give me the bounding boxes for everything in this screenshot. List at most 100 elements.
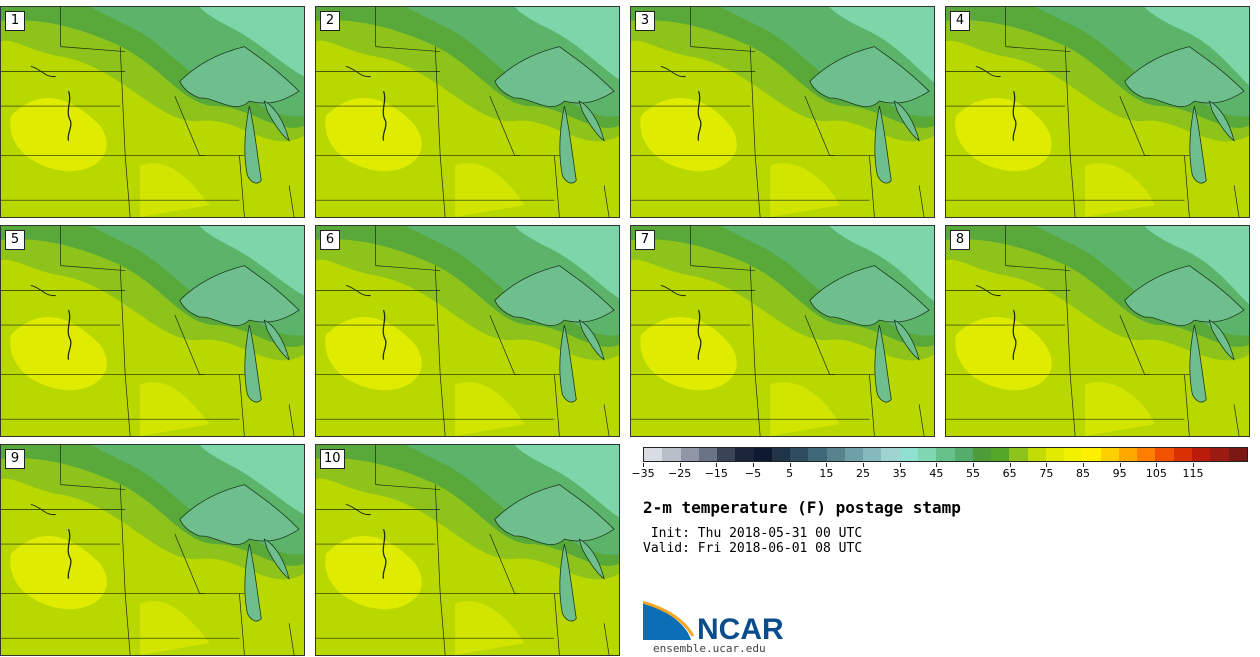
- colorbar-swatch: [753, 448, 772, 461]
- great-lakes: [494, 46, 615, 107]
- state-border: [375, 265, 441, 271]
- colorbar: [643, 447, 1248, 462]
- river: [30, 503, 56, 516]
- state-border: [119, 484, 126, 594]
- colorbar-swatch: [680, 448, 699, 461]
- coolest-region: [199, 7, 304, 77]
- colorbar-ticks: −35 −25 −15 −5 5 15 25 35 45 55 65 75 85 95 105 115: [631, 463, 1248, 483]
- state-border: [804, 96, 831, 156]
- river: [697, 90, 702, 141]
- lake-huron: [893, 319, 920, 361]
- state-border: [174, 96, 201, 156]
- state-border: [869, 155, 875, 217]
- state-border: [918, 185, 925, 217]
- colorbar-swatch: [1082, 448, 1101, 461]
- hot-region: [140, 382, 210, 436]
- tick-label: 55: [966, 467, 980, 480]
- state-border: [174, 534, 201, 594]
- panel-label: 9: [5, 449, 25, 469]
- state-border: [1069, 155, 1076, 217]
- lake-huron: [578, 538, 605, 580]
- coolest-region: [1144, 7, 1249, 86]
- lake-huron: [578, 100, 605, 142]
- state-border: [288, 404, 295, 436]
- tick-label: 115: [1182, 467, 1204, 480]
- state-border: [1233, 185, 1240, 217]
- river: [67, 528, 72, 579]
- tick-mark: [716, 463, 718, 467]
- state-border: [119, 46, 126, 156]
- lake-michigan: [874, 324, 892, 403]
- hot-region: [455, 382, 525, 436]
- colorbar-swatch: [1137, 448, 1156, 461]
- state-border: [1064, 265, 1071, 375]
- map-panel-9: 9: [0, 444, 305, 656]
- tick-mark: [899, 463, 901, 467]
- coolest-region: [514, 226, 619, 299]
- state-border: [124, 593, 131, 655]
- temperature-map: [316, 445, 619, 655]
- tick-mark: [1009, 463, 1011, 467]
- tick-label: 95: [1112, 467, 1127, 480]
- state-border: [1184, 374, 1190, 436]
- logo-url: ensemble.ucar.edu: [653, 642, 766, 655]
- colorbar-swatch: [1100, 448, 1119, 461]
- state-border: [1069, 374, 1076, 436]
- temperature-map: [1, 226, 304, 436]
- state-border: [1119, 315, 1146, 375]
- state-border: [124, 155, 131, 217]
- state-border: [288, 185, 295, 217]
- map-panel-5: 5: [0, 225, 305, 437]
- tick-label: 25: [856, 467, 870, 480]
- state-border: [1005, 46, 1071, 52]
- state-border: [690, 46, 756, 52]
- panel-label: 7: [635, 230, 655, 250]
- state-border: [60, 265, 126, 271]
- state-border: [375, 484, 441, 490]
- colorbar-swatch: [1210, 448, 1229, 461]
- state-border: [174, 315, 201, 375]
- state-border: [439, 593, 446, 655]
- colorbar-swatch: [735, 448, 754, 461]
- state-border: [1119, 96, 1146, 156]
- hot-region: [955, 317, 1052, 391]
- river: [345, 503, 371, 516]
- hot-region: [640, 98, 737, 172]
- coolest-region: [829, 7, 934, 83]
- hot-region: [140, 601, 210, 655]
- lake-huron: [578, 319, 605, 361]
- lake-michigan: [559, 105, 577, 184]
- great-lakes: [494, 484, 615, 545]
- temperature-map: [316, 226, 619, 436]
- tick-mark: [1193, 463, 1194, 467]
- colorbar-swatch: [1191, 448, 1211, 461]
- hot-region: [10, 317, 107, 391]
- panel-label: 2: [320, 11, 340, 31]
- colorbar-swatch: [954, 448, 973, 461]
- coolest-region: [1144, 226, 1249, 305]
- hot-region: [770, 163, 840, 217]
- hot-region: [640, 317, 737, 391]
- lake-huron: [893, 100, 920, 142]
- tick-label: 105: [1145, 467, 1167, 480]
- state-border: [554, 593, 560, 655]
- lake-huron: [1208, 100, 1235, 142]
- panel-label: 8: [950, 230, 970, 250]
- hot-region: [1085, 163, 1155, 217]
- state-border: [1184, 155, 1190, 217]
- state-border: [434, 484, 441, 594]
- tick-label: 35: [892, 467, 907, 480]
- tick-label: 5: [786, 467, 794, 480]
- map-panel-4: 4: [945, 6, 1250, 218]
- state-border: [869, 374, 875, 436]
- lake-michigan: [559, 324, 577, 403]
- logo-swoosh-orange: [643, 600, 695, 637]
- map-panel-2: 2: [315, 6, 620, 218]
- colorbar-swatch: [790, 448, 809, 461]
- river: [660, 65, 686, 78]
- state-border: [804, 315, 831, 375]
- panel-label: 1: [5, 11, 25, 31]
- hot-region: [455, 601, 525, 655]
- hot-region: [955, 98, 1052, 172]
- state-border: [375, 46, 441, 52]
